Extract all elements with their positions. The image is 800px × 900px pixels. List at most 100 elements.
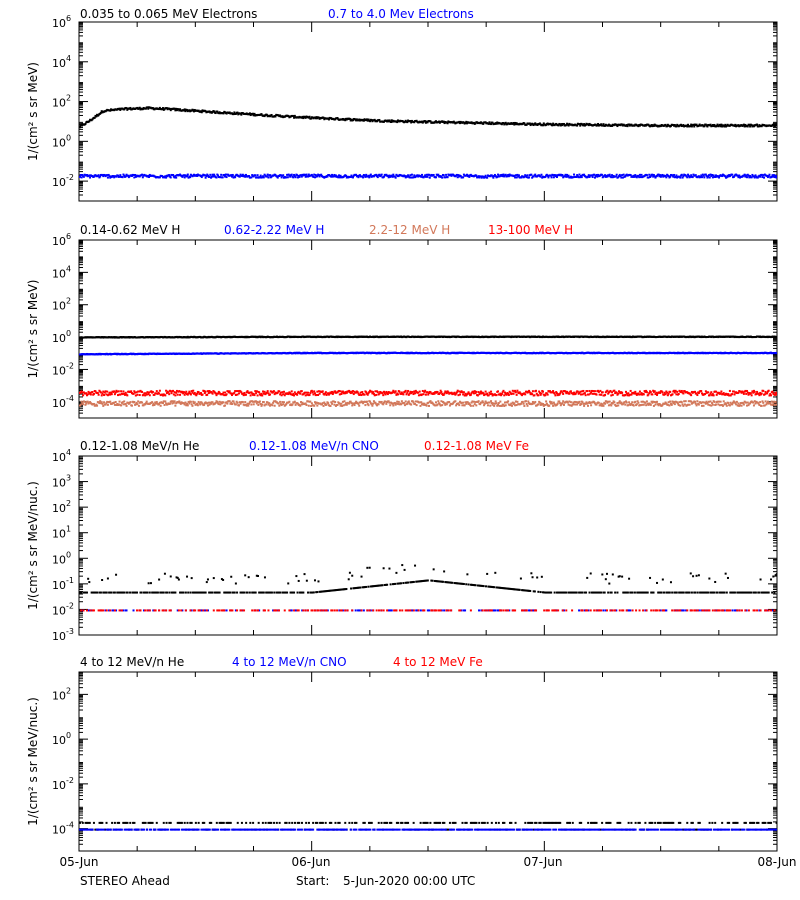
data-point	[635, 176, 638, 179]
data-point	[563, 175, 566, 178]
data-point	[750, 124, 753, 127]
data-point	[291, 403, 294, 406]
data-point	[569, 404, 572, 407]
data-point	[106, 403, 109, 406]
data-point	[520, 176, 523, 179]
data-point	[103, 391, 106, 394]
data-point	[186, 173, 189, 176]
data-point	[584, 402, 587, 405]
data-point	[204, 401, 207, 404]
data-point	[104, 403, 107, 406]
data-point	[321, 402, 324, 405]
data-point	[548, 404, 551, 407]
data-point	[158, 401, 161, 404]
data-point	[424, 120, 427, 123]
series-electrons-1	[79, 173, 777, 179]
data-point	[266, 401, 269, 404]
data-point	[455, 404, 458, 407]
data-point	[772, 402, 775, 405]
data-point	[252, 175, 255, 178]
data-point	[168, 108, 171, 111]
data-point	[236, 111, 239, 114]
data-point	[177, 401, 180, 404]
data-point	[148, 176, 151, 179]
data-point	[109, 176, 112, 179]
data-point	[392, 173, 395, 176]
data-point	[550, 176, 553, 179]
data-point	[424, 174, 427, 177]
data-point	[436, 403, 439, 406]
data-point	[602, 123, 605, 126]
data-point	[513, 123, 516, 126]
data-point	[586, 402, 589, 405]
data-point	[108, 391, 111, 394]
data-point	[413, 174, 416, 177]
y-tick-exponent: 2	[66, 94, 71, 103]
data-point	[351, 404, 354, 407]
data-point	[716, 400, 719, 403]
data-point	[574, 403, 577, 406]
data-point	[126, 108, 129, 111]
data-point	[581, 401, 584, 404]
data-point	[567, 174, 570, 177]
data-point	[641, 403, 644, 406]
data-point	[752, 175, 755, 178]
data-point	[147, 107, 150, 110]
data-point	[285, 176, 288, 179]
data-point	[158, 403, 161, 406]
data-point	[118, 107, 121, 110]
data-point	[531, 176, 534, 179]
data-point	[395, 402, 398, 405]
data-point	[114, 391, 117, 394]
data-point	[687, 174, 690, 177]
data-point	[500, 123, 503, 126]
data-point	[196, 404, 199, 407]
data-point	[673, 173, 676, 176]
data-point	[697, 403, 700, 406]
data-point	[618, 173, 621, 176]
data-point	[324, 402, 327, 405]
data-point	[700, 176, 703, 179]
data-point	[464, 401, 467, 404]
data-point	[538, 401, 541, 404]
data-point	[492, 176, 495, 179]
data-point	[173, 400, 176, 403]
data-point	[744, 123, 747, 126]
data-point	[674, 175, 677, 178]
data-point	[708, 176, 711, 179]
data-point	[125, 404, 128, 407]
data-point	[244, 401, 247, 404]
data-point	[732, 176, 735, 179]
data-point	[249, 114, 252, 117]
data-point	[385, 402, 388, 405]
data-point	[369, 400, 372, 403]
data-point	[388, 401, 391, 404]
data-point	[356, 401, 359, 404]
data-point	[113, 401, 116, 404]
data-point	[556, 402, 559, 405]
data-point	[607, 124, 610, 127]
y-tick-exponent: 2	[66, 297, 71, 306]
data-point	[459, 175, 462, 178]
data-point	[721, 404, 724, 407]
data-point	[96, 404, 99, 407]
data-point	[540, 173, 543, 176]
data-point	[310, 402, 313, 405]
data-point	[304, 175, 307, 178]
data-point	[567, 124, 570, 127]
data-point	[307, 400, 310, 403]
data-point	[217, 174, 220, 177]
data-point	[669, 400, 672, 403]
data-point	[299, 404, 302, 407]
data-point	[683, 403, 686, 406]
data-point	[720, 123, 723, 126]
data-point	[752, 404, 755, 407]
data-point	[555, 176, 558, 179]
data-point	[446, 122, 449, 125]
data-point	[559, 404, 562, 407]
data-point	[315, 401, 318, 404]
data-point	[421, 173, 424, 176]
data-point	[206, 402, 209, 405]
data-point	[552, 122, 555, 125]
